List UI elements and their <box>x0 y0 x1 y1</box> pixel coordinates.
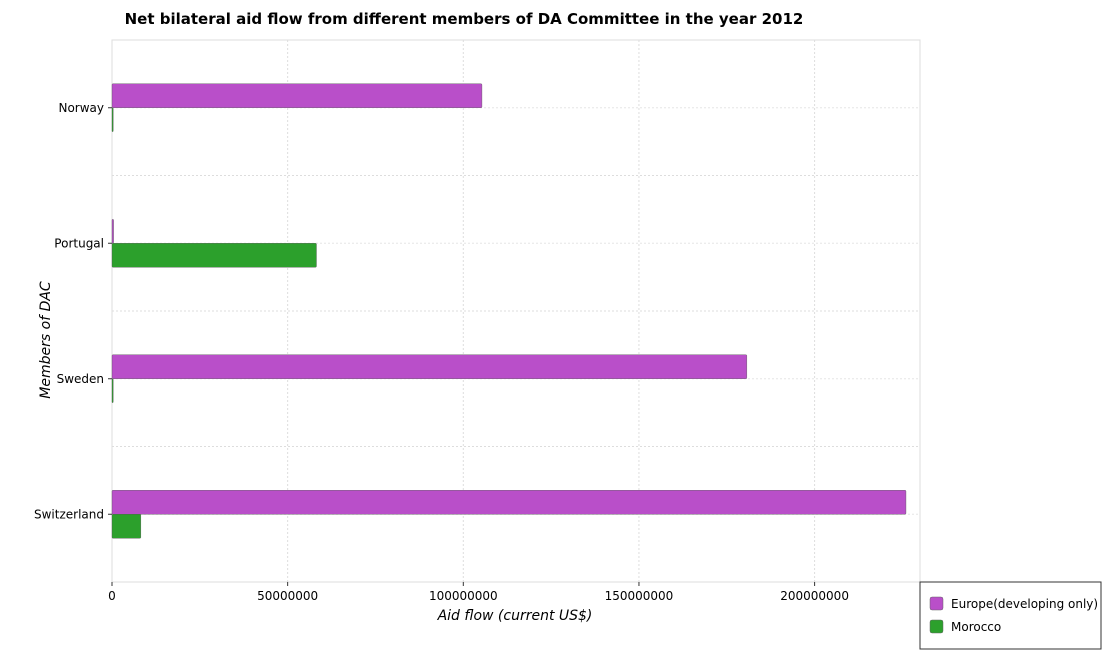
x-axis-label: Aid flow (current US$) <box>437 608 593 624</box>
x-tick-label: 150000000 <box>605 589 674 603</box>
bar-morocco-sweden <box>111 378 114 403</box>
bar-morocco-portugal <box>111 243 317 268</box>
x-tick-label: 0 <box>108 589 116 603</box>
bar-morocco-switzerland <box>111 514 142 539</box>
y-tick-label: Sweden <box>57 372 104 386</box>
legend: Europe(developing only) Morocco <box>919 581 1102 650</box>
chart-title: Net bilateral aid flow from different me… <box>125 10 804 28</box>
y-tick-label: Portugal <box>54 236 104 250</box>
legend-label-europe: Europe(developing only) <box>951 597 1098 611</box>
legend-swatch-morocco <box>929 619 944 634</box>
bar-europe-switzerland <box>111 490 907 515</box>
legend-swatch-europe <box>929 596 944 611</box>
x-tick-label: 50000000 <box>257 589 318 603</box>
x-tick-label: 100000000 <box>429 589 498 603</box>
bar-layer <box>111 83 907 539</box>
bar-europe-portugal <box>111 219 114 244</box>
bar-europe-norway <box>111 83 483 108</box>
axis-layer: 0 50000000 100000000 150000000 200000000 Norw… <box>34 101 849 603</box>
y-tick-label: Switzerland <box>34 507 104 521</box>
x-tick-label: 200000000 <box>780 589 849 603</box>
bar-morocco-norway <box>111 107 114 132</box>
legend-label-morocco: Morocco <box>951 620 1001 634</box>
bar-europe-sweden <box>111 354 748 379</box>
y-axis-label: Members of DAC <box>38 281 54 399</box>
y-tick-label: Norway <box>58 101 104 115</box>
